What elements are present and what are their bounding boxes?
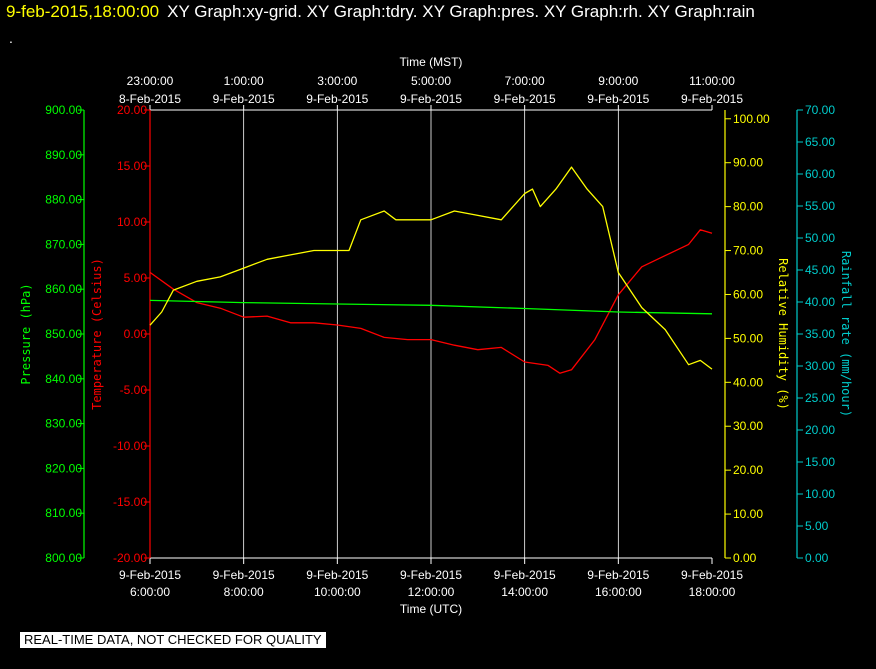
pressure-tick-label: 860.00 <box>45 282 82 296</box>
pressure-axis-label: Pressure (hPa) <box>19 283 33 384</box>
pressure-tick-label: 850.00 <box>45 327 82 341</box>
x-top-tick-time: 9:00:00 <box>598 74 638 88</box>
x-bottom-axis-label: Time (UTC) <box>400 602 462 616</box>
humidity-series-line <box>149 166 713 370</box>
x-top-tick-date: 9-Feb-2015 <box>400 92 462 106</box>
x-top-tick-time: 5:00:00 <box>411 74 451 88</box>
x-top-tick-time: 3:00:00 <box>317 74 357 88</box>
x-top-tick-time: 1:00:00 <box>224 74 264 88</box>
x-top-tick-date: 9-Feb-2015 <box>306 92 368 106</box>
pressure-tick-label: 830.00 <box>45 417 82 431</box>
x-bottom-tick-date: 9-Feb-2015 <box>494 568 556 582</box>
x-top-tick-date: 9-Feb-2015 <box>494 92 556 106</box>
x-bottom-tick-time: 10:00:00 <box>314 585 361 599</box>
header-titles: XY Graph:xy-grid. XY Graph:tdry. XY Grap… <box>167 2 755 21</box>
x-bottom-tick-time: 14:00:00 <box>501 585 548 599</box>
rainfall-tick-label: 55.00 <box>805 199 835 213</box>
grid-layer <box>150 109 712 559</box>
x-top-tick-time: 11:00:00 <box>689 74 735 88</box>
quality-banner: REAL-TIME DATA, NOT CHECKED FOR QUALITY <box>20 632 326 648</box>
humidity-tick-label: 50.00 <box>733 331 763 345</box>
pressure-tick-label: 800.00 <box>45 551 82 565</box>
humidity-tick-label: 100.00 <box>733 112 770 126</box>
rainfall-tick-label: 35.00 <box>805 327 835 341</box>
humidity-tick-label: 10.00 <box>733 507 763 521</box>
temperature-tick-label: 15.00 <box>117 159 147 173</box>
humidity-tick-label: 40.00 <box>733 375 763 389</box>
axes-layer <box>78 105 803 564</box>
x-top-tick-date: 9-Feb-2015 <box>213 92 275 106</box>
x-bottom-tick-date: 9-Feb-2015 <box>681 568 743 582</box>
pressure-tick-label: 880.00 <box>45 193 82 207</box>
rainfall-tick-label: 40.00 <box>805 295 835 309</box>
temperature-tick-label: -5.00 <box>120 383 148 397</box>
x-bottom-tick-time: 18:00:00 <box>689 585 736 599</box>
pressure-tick-label: 900.00 <box>45 103 82 117</box>
temperature-tick-label: -20.00 <box>113 551 147 565</box>
pressure-tick-label: 840.00 <box>45 372 82 386</box>
temperature-series-line <box>149 229 713 374</box>
labels-layer: 9-Feb-2015 6:00:00 9-Feb-2015 8:00:00 9-Feb-… <box>19 55 853 616</box>
humidity-tick-label: 20.00 <box>733 463 763 477</box>
pressure-tick-label: 890.00 <box>45 148 82 162</box>
rainfall-tick-label: 10.00 <box>805 487 835 501</box>
rainfall-tick-label: 25.00 <box>805 391 835 405</box>
x-bottom-tick-time: 16:00:00 <box>595 585 642 599</box>
temperature-axis-label: Temperature (Celsius) <box>90 258 104 410</box>
x-top-axis-label: Time (MST) <box>400 55 463 69</box>
rainfall-tick-label: 70.00 <box>805 103 835 117</box>
chart-header: 9-feb-2015,18:00:00 XY Graph:xy-grid. XY … <box>6 2 755 22</box>
rainfall-axis-label: Rainfall rate (mm/hour) <box>839 251 853 417</box>
x-top-tick-date: 9-Feb-2015 <box>681 92 743 106</box>
temperature-tick-label: 5.00 <box>124 271 148 285</box>
header-datetime: 9-feb-2015,18:00:00 <box>6 2 160 21</box>
humidity-tick-label: 60.00 <box>733 287 763 301</box>
x-top-tick-date: 8-Feb-2015 <box>119 92 181 106</box>
humidity-tick-label: 30.00 <box>733 419 763 433</box>
rainfall-tick-label: 30.00 <box>805 359 835 373</box>
temperature-tick-label: -10.00 <box>113 439 147 453</box>
rainfall-tick-label: 5.00 <box>805 519 829 533</box>
humidity-tick-label: 80.00 <box>733 200 763 214</box>
x-top-tick-time: 7:00:00 <box>505 74 545 88</box>
temperature-tick-label: -15.00 <box>113 495 147 509</box>
x-bottom-tick-time: 6:00:00 <box>130 585 170 599</box>
temperature-tick-label: 20.00 <box>117 103 147 117</box>
pressure-tick-label: 870.00 <box>45 237 82 251</box>
x-bottom-tick-time: 8:00:00 <box>224 585 264 599</box>
humidity-axis-label: Relative Humidity (%) <box>776 258 790 410</box>
pressure-tick-label: 810.00 <box>45 506 82 520</box>
rainfall-tick-label: 50.00 <box>805 231 835 245</box>
humidity-tick-label: 90.00 <box>733 156 763 170</box>
x-bottom-tick-date: 9-Feb-2015 <box>306 568 368 582</box>
x-bottom-tick-date: 9-Feb-2015 <box>213 568 275 582</box>
x-bottom-tick-date: 9-Feb-2015 <box>587 568 649 582</box>
series-layer <box>149 166 713 374</box>
pressure-tick-label: 820.00 <box>45 461 82 475</box>
x-bottom-tick-date: 9-Feb-2015 <box>119 568 181 582</box>
x-bottom-tick-date: 9-Feb-2015 <box>400 568 462 582</box>
temperature-tick-label: 10.00 <box>117 215 147 229</box>
header-dot: . <box>9 30 13 46</box>
rainfall-tick-label: 45.00 <box>805 263 835 277</box>
rainfall-tick-label: 20.00 <box>805 423 835 437</box>
rainfall-tick-label: 65.00 <box>805 135 835 149</box>
humidity-tick-label: 0.00 <box>733 551 757 565</box>
x-top-tick-time: 23:00:00 <box>127 74 174 88</box>
x-top-tick-date: 9-Feb-2015 <box>587 92 649 106</box>
rainfall-tick-label: 15.00 <box>805 455 835 469</box>
temperature-tick-label: 0.00 <box>124 327 148 341</box>
pressure-series-line <box>149 299 713 315</box>
x-bottom-tick-time: 12:00:00 <box>408 585 455 599</box>
rainfall-tick-label: 0.00 <box>805 551 829 565</box>
rainfall-tick-label: 60.00 <box>805 167 835 181</box>
humidity-tick-label: 70.00 <box>733 244 763 258</box>
